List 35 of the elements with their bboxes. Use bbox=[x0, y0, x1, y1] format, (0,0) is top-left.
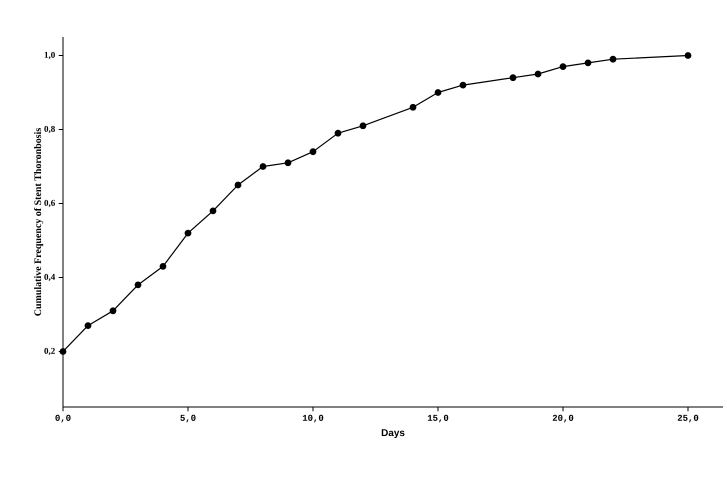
point bbox=[184, 230, 192, 236]
point bbox=[334, 130, 342, 137]
point bbox=[584, 60, 592, 66]
point bbox=[234, 182, 242, 188]
x-tick-label: 20,0 bbox=[552, 414, 574, 422]
point bbox=[260, 163, 266, 170]
y-axis-title: Cumulative Frequency of Stent Thoronbosis bbox=[34, 128, 44, 316]
point bbox=[160, 263, 166, 270]
x-tick-label: 5,0 bbox=[180, 414, 196, 422]
y-tick-label: 0,8 bbox=[44, 126, 55, 134]
x-axis-title: Days bbox=[382, 429, 405, 438]
y-tick-label: 0,2 bbox=[44, 348, 55, 356]
point bbox=[610, 56, 616, 63]
point bbox=[284, 159, 292, 166]
point bbox=[434, 89, 442, 96]
y-tick-label: 0,4 bbox=[44, 274, 56, 282]
point bbox=[110, 307, 116, 314]
x-tick-label: 15,0 bbox=[428, 414, 448, 422]
point bbox=[134, 282, 142, 288]
point bbox=[60, 348, 66, 355]
point bbox=[310, 148, 316, 156]
x-tick-label: 0,0 bbox=[55, 414, 71, 422]
y-tick-label: 1,0 bbox=[44, 52, 55, 60]
y-tick-label: 0,6 bbox=[44, 200, 55, 208]
x-tick-label: 25,0 bbox=[678, 414, 698, 422]
point bbox=[460, 82, 466, 88]
x-tick-label: 10,0 bbox=[302, 414, 324, 422]
point bbox=[684, 52, 692, 59]
point bbox=[210, 208, 216, 214]
point bbox=[410, 104, 416, 111]
point bbox=[534, 70, 542, 78]
point bbox=[510, 74, 516, 82]
point bbox=[360, 122, 366, 130]
point bbox=[560, 63, 566, 70]
point bbox=[84, 322, 92, 329]
